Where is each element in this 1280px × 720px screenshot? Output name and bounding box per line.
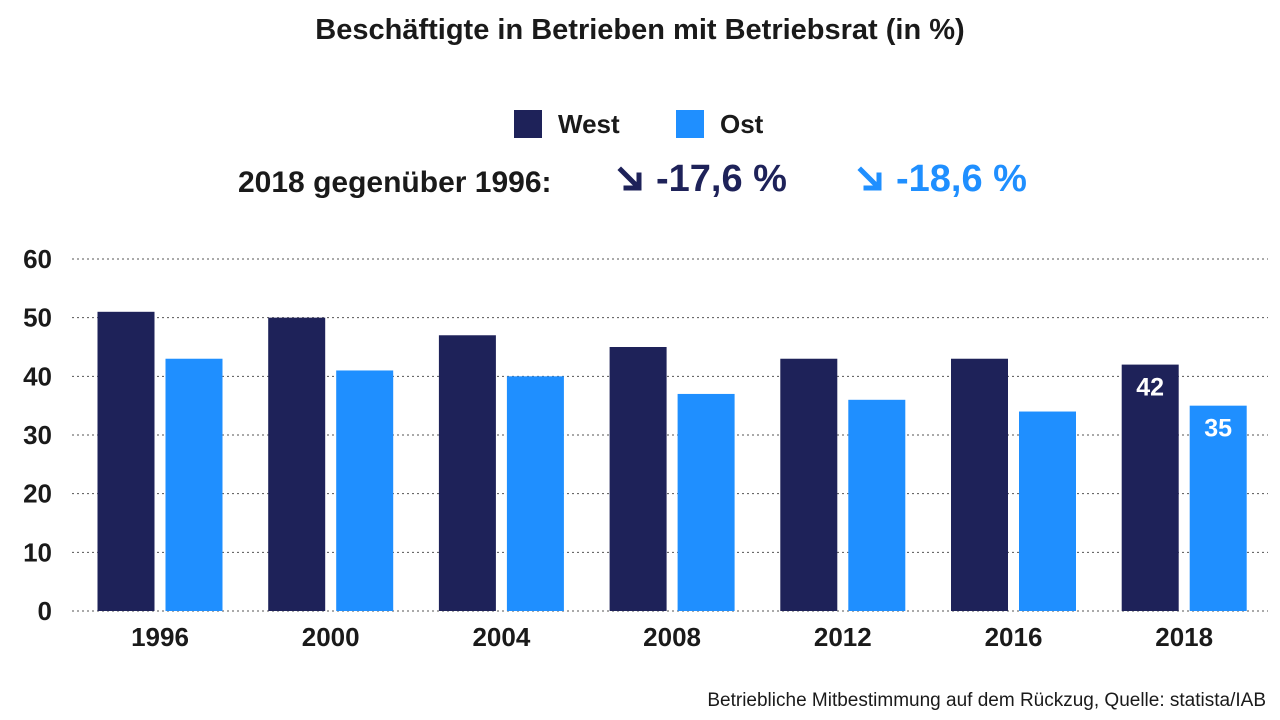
west-change: -17,6 % <box>616 158 787 201</box>
y-tick-label: 0 <box>38 596 52 626</box>
bar-ost-2004 <box>506 376 564 611</box>
x-tick-label: 2012 <box>814 622 872 652</box>
bar-ost-2012 <box>848 399 906 611</box>
chart-title: Beschäftigte in Betrieben mit Betriebsra… <box>315 14 965 46</box>
y-tick-label: 50 <box>23 303 52 333</box>
legend-item-ost: Ost <box>676 104 763 144</box>
bar-ost-2000 <box>336 370 394 611</box>
x-tick-label: 1996 <box>131 622 189 652</box>
y-tick-label: 20 <box>23 479 52 509</box>
source-note: Betriebliche Mitbestimmung auf dem Rückz… <box>707 690 1266 711</box>
bar-ost-2008 <box>677 393 735 611</box>
data-label-ost-2018: 35 <box>1204 415 1232 443</box>
x-tick-label: 2016 <box>985 622 1043 652</box>
bar-west-2004 <box>438 335 496 611</box>
bar-ost-2016 <box>1019 411 1076 611</box>
legend-label-ost: Ost <box>720 108 764 139</box>
legend-label-west: West <box>558 108 620 139</box>
bar-west-1996 <box>97 311 155 611</box>
y-tick-label: 40 <box>23 361 52 391</box>
bar-west-2008 <box>609 347 667 611</box>
comparison-row: 2018 gegenüber 1996: -17,6 % -18,6 % <box>0 158 1280 208</box>
y-tick-label: 60 <box>23 244 52 274</box>
ost-change: -18,6 % <box>856 158 1027 201</box>
bar-west-2000 <box>268 317 326 611</box>
ost-change-value: -18,6 % <box>896 158 1027 200</box>
bar-west-2016 <box>951 358 1008 611</box>
legend: West Ost <box>0 104 1280 144</box>
y-tick-label: 30 <box>23 420 52 450</box>
bar-ost-1996 <box>165 358 223 611</box>
legend-swatch-ost <box>676 110 704 138</box>
x-tick-label: 2004 <box>472 622 530 652</box>
bar-west-2018 <box>1121 364 1179 611</box>
y-tick-label: 10 <box>23 537 52 567</box>
x-tick-label: 2000 <box>302 622 360 652</box>
x-tick-label: 2018 <box>1155 622 1213 652</box>
legend-item-west: West <box>514 104 620 144</box>
legend-swatch-west <box>514 110 542 138</box>
arrow-down-right-icon <box>857 165 882 191</box>
data-label-west-2018: 42 <box>1136 374 1164 402</box>
bar-west-2012 <box>780 358 838 611</box>
west-change-value: -17,6 % <box>656 158 787 200</box>
x-tick-label: 2008 <box>643 622 701 652</box>
bar-ost-2018 <box>1189 405 1247 611</box>
comparison-label: 2018 gegenüber 1996: <box>238 166 552 199</box>
arrow-down-right-icon <box>617 165 642 191</box>
